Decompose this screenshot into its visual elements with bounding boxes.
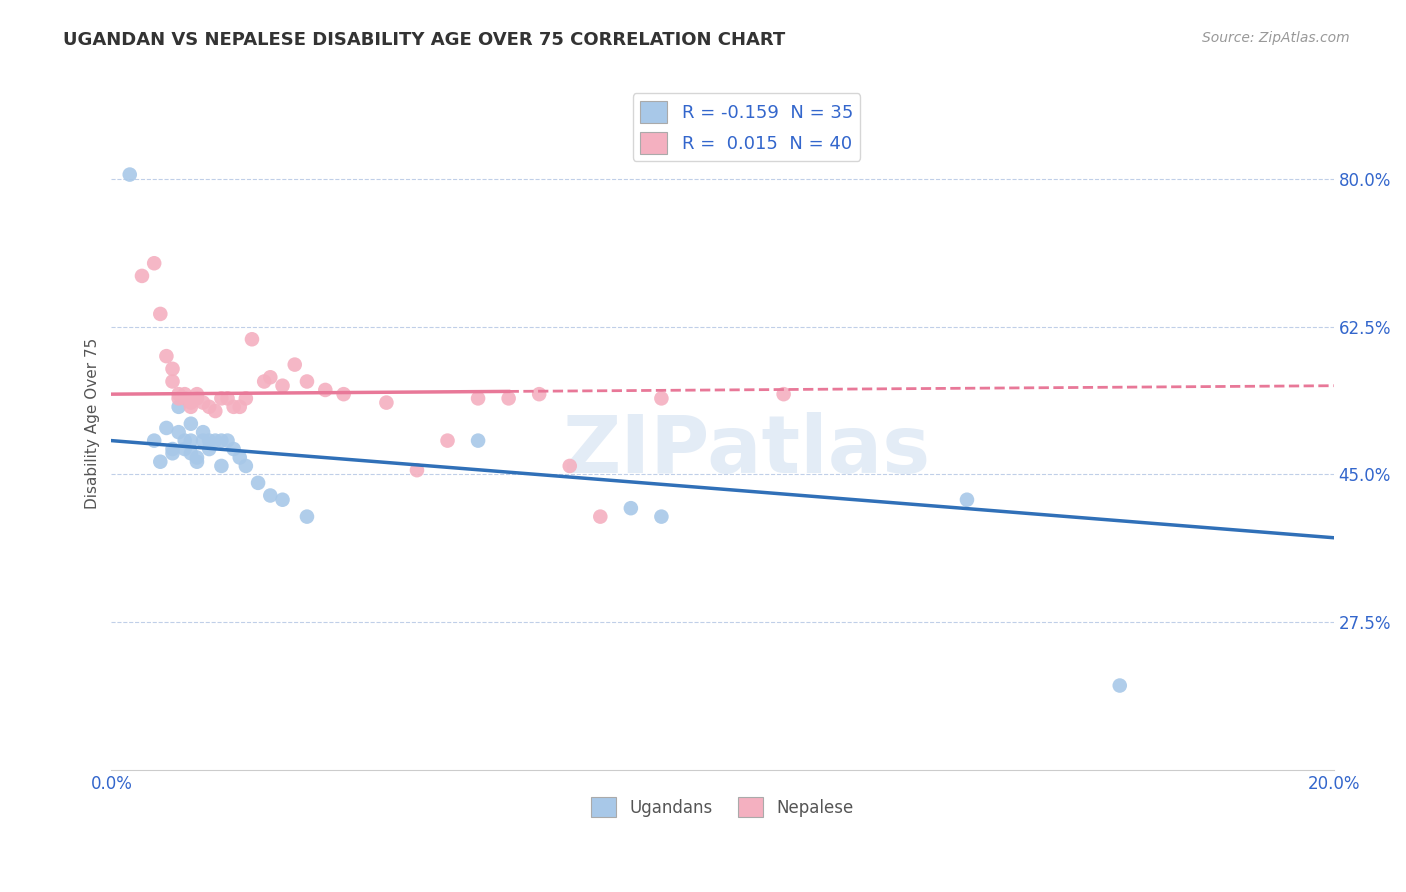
- Legend: Ugandans, Nepalese: Ugandans, Nepalese: [585, 790, 860, 824]
- Point: [650, 392, 672, 406]
- Point: [162, 446, 184, 460]
- Point: [118, 168, 141, 182]
- Point: [173, 392, 195, 406]
- Point: [332, 387, 354, 401]
- Point: [217, 392, 239, 406]
- Point: [222, 442, 245, 456]
- Point: [259, 370, 281, 384]
- Point: [180, 400, 202, 414]
- Point: [173, 434, 195, 448]
- Point: [149, 307, 172, 321]
- Point: [186, 450, 208, 465]
- Point: [191, 395, 214, 409]
- Point: [198, 400, 221, 414]
- Point: [229, 400, 252, 414]
- Point: [191, 425, 214, 439]
- Point: [558, 458, 581, 473]
- Point: [314, 383, 336, 397]
- Text: UGANDAN VS NEPALESE DISABILITY AGE OVER 75 CORRELATION CHART: UGANDAN VS NEPALESE DISABILITY AGE OVER …: [63, 31, 786, 49]
- Point: [295, 509, 318, 524]
- Point: [284, 358, 307, 372]
- Point: [180, 417, 202, 431]
- Text: ZIPatlas: ZIPatlas: [562, 412, 931, 491]
- Point: [259, 489, 281, 503]
- Point: [155, 349, 177, 363]
- Point: [204, 404, 226, 418]
- Point: [173, 387, 195, 401]
- Point: [527, 387, 550, 401]
- Point: [198, 442, 221, 456]
- Point: [131, 268, 153, 283]
- Point: [143, 256, 166, 270]
- Point: [180, 434, 202, 448]
- Point: [498, 392, 520, 406]
- Point: [436, 434, 458, 448]
- Point: [191, 434, 214, 448]
- Point: [235, 392, 257, 406]
- Point: [589, 509, 612, 524]
- Point: [173, 442, 195, 456]
- Point: [167, 392, 190, 406]
- Point: [650, 509, 672, 524]
- Point: [155, 421, 177, 435]
- Point: [222, 400, 245, 414]
- Point: [375, 395, 398, 409]
- Point: [406, 463, 429, 477]
- Point: [209, 458, 232, 473]
- Point: [253, 375, 276, 389]
- Point: [1108, 679, 1130, 693]
- Point: [956, 492, 979, 507]
- Point: [162, 361, 184, 376]
- Y-axis label: Disability Age Over 75: Disability Age Over 75: [86, 338, 100, 509]
- Point: [162, 442, 184, 456]
- Point: [467, 434, 489, 448]
- Point: [240, 332, 263, 346]
- Text: Source: ZipAtlas.com: Source: ZipAtlas.com: [1202, 31, 1350, 45]
- Point: [186, 392, 208, 406]
- Point: [620, 501, 643, 516]
- Point: [209, 434, 232, 448]
- Point: [271, 492, 294, 507]
- Point: [186, 387, 208, 401]
- Point: [143, 434, 166, 448]
- Point: [180, 395, 202, 409]
- Point: [167, 387, 190, 401]
- Point: [204, 434, 226, 448]
- Point: [271, 378, 294, 392]
- Point: [167, 400, 190, 414]
- Point: [772, 387, 794, 401]
- Point: [198, 434, 221, 448]
- Point: [295, 375, 318, 389]
- Point: [217, 434, 239, 448]
- Point: [167, 425, 190, 439]
- Point: [149, 455, 172, 469]
- Point: [186, 455, 208, 469]
- Point: [229, 450, 252, 465]
- Point: [209, 392, 232, 406]
- Point: [162, 375, 184, 389]
- Point: [247, 475, 270, 490]
- Point: [235, 458, 257, 473]
- Point: [467, 392, 489, 406]
- Point: [180, 446, 202, 460]
